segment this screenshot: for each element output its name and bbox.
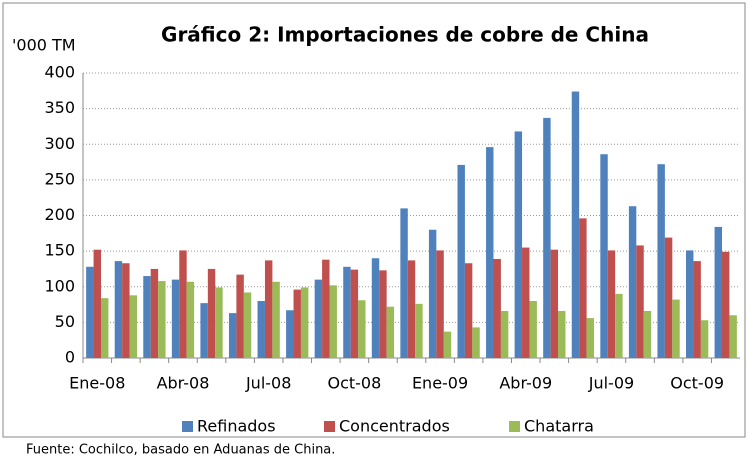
- bar: [257, 301, 265, 358]
- source-note: Fuente: Cochilco, basado en Aduanas de C…: [26, 443, 335, 457]
- bar: [200, 303, 208, 358]
- bar: [729, 315, 737, 358]
- bar: [486, 147, 494, 358]
- y-tick-label: 100: [44, 276, 75, 295]
- legend-label: Refinados: [197, 417, 276, 436]
- bar: [550, 249, 559, 358]
- bar: [500, 310, 509, 358]
- x-tick-label: Ene-08: [69, 374, 125, 393]
- bar: [522, 247, 530, 358]
- y-tick-label: 400: [44, 63, 75, 82]
- bar: [558, 310, 566, 358]
- bar: [714, 226, 723, 358]
- y-tick-label: 350: [44, 98, 75, 117]
- y-tick-label: 150: [44, 241, 75, 260]
- y-tick-label: 200: [44, 205, 75, 224]
- bar: [615, 293, 623, 358]
- chart-title: Gráfico 2: Importaciones de cobre de Chi…: [161, 23, 649, 47]
- bar: [129, 295, 137, 358]
- bar: [428, 229, 437, 358]
- x-tick-label: Oct-08: [327, 374, 381, 393]
- bar: [293, 289, 301, 358]
- x-tick-label: Jul-08: [245, 374, 291, 393]
- bar: [358, 300, 366, 358]
- bar: [158, 281, 166, 358]
- bar: [93, 249, 101, 358]
- bar: [236, 274, 244, 358]
- bar: [379, 270, 387, 358]
- x-tick-label: Jul-09: [588, 374, 634, 393]
- bar: [686, 250, 694, 358]
- bar: [657, 164, 665, 358]
- bar: [607, 250, 616, 358]
- bar: [407, 260, 416, 358]
- x-tick-label: Ene-09: [412, 374, 468, 393]
- bar: [371, 258, 380, 358]
- bar: [571, 91, 580, 359]
- bar: [114, 261, 123, 358]
- bar: [179, 250, 187, 358]
- bar: [636, 245, 644, 358]
- bar: [579, 218, 587, 358]
- bar: [264, 260, 273, 358]
- bar: [207, 268, 216, 358]
- legend-swatch: [509, 421, 520, 432]
- bar: [150, 268, 159, 358]
- bar: [693, 261, 701, 358]
- chart-frame: [2, 2, 746, 438]
- bar: [272, 281, 280, 358]
- y-tick-label: 0: [65, 348, 75, 367]
- bar: [286, 310, 294, 358]
- bar: [586, 318, 595, 358]
- bar: [186, 281, 195, 358]
- bar: [314, 279, 323, 358]
- bar: [700, 320, 709, 358]
- bar: [122, 263, 130, 358]
- bar: [464, 263, 473, 358]
- bar: [100, 298, 109, 358]
- x-tick-label: Abr-09: [499, 374, 552, 393]
- bar: [643, 310, 652, 358]
- bar: [600, 154, 608, 358]
- y-tick-label: 250: [44, 169, 75, 188]
- bar: [171, 279, 180, 358]
- bar: [514, 131, 523, 358]
- y-axis-label: '000 TM: [12, 36, 76, 55]
- x-tick-label: Oct-09: [670, 374, 724, 393]
- legend-swatch: [324, 421, 335, 432]
- bar: [457, 164, 465, 358]
- bar: [493, 258, 501, 358]
- legend-label: Chatarra: [524, 417, 594, 436]
- bar: [322, 259, 330, 358]
- bar: [215, 287, 223, 358]
- y-tick-label: 300: [44, 134, 75, 153]
- bar: [436, 250, 444, 358]
- legend-swatch: [182, 421, 193, 432]
- bar: [529, 301, 537, 358]
- bar: [329, 285, 337, 358]
- bar: [722, 251, 730, 358]
- bar: [143, 276, 151, 358]
- legend-label: Concentrados: [339, 417, 450, 436]
- bar: [386, 306, 395, 358]
- bar: [400, 208, 408, 358]
- bar: [228, 313, 237, 358]
- bar: [443, 331, 452, 358]
- bar: [86, 266, 94, 358]
- bar: [415, 303, 423, 358]
- bar: [672, 299, 680, 358]
- bar: [664, 237, 673, 358]
- bar: [472, 327, 480, 358]
- bar: [543, 117, 551, 358]
- bar: [343, 266, 351, 358]
- bar: [628, 206, 637, 358]
- x-tick-label: Abr-08: [157, 374, 210, 393]
- bar: [350, 269, 359, 358]
- bar: [243, 292, 252, 358]
- y-tick-label: 50: [55, 312, 75, 331]
- bar: [300, 287, 309, 358]
